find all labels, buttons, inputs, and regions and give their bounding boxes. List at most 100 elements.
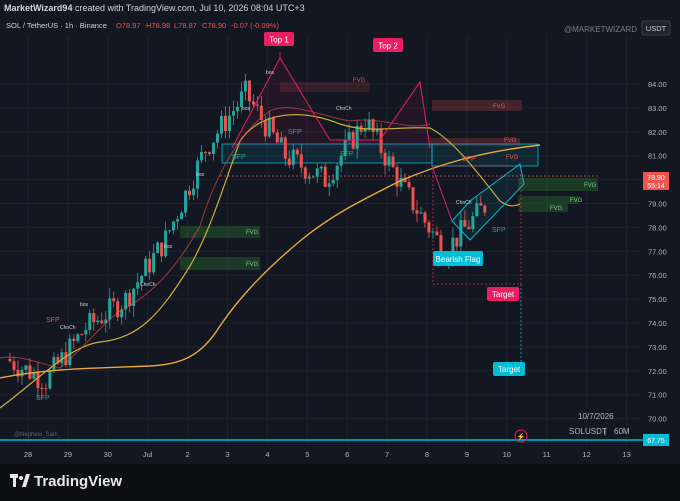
fvg-zone-red-1 xyxy=(432,100,522,111)
price-chart[interactable]: 84.0083.0082.0081.0080.0079.0078.0077.00… xyxy=(0,16,680,464)
candle-body xyxy=(335,165,339,181)
candle-body xyxy=(243,80,247,92)
candle-body xyxy=(427,222,431,233)
created-text: created with TradingView.com, Jul 10, 20… xyxy=(74,3,305,13)
price-tick-label: 74.00 xyxy=(648,319,667,328)
candle-body xyxy=(295,149,299,155)
candle-body xyxy=(52,357,56,371)
candle-body xyxy=(116,301,120,318)
candle-body xyxy=(112,298,116,302)
candle-body xyxy=(208,152,211,154)
candle-body xyxy=(315,168,319,177)
event-icon-glyph: ⚡ xyxy=(517,432,526,441)
candle-body xyxy=(339,155,343,166)
target1-badge xyxy=(487,287,519,301)
candle-body xyxy=(455,237,459,247)
time-tick-label: 11 xyxy=(543,450,551,459)
sfp-label-6: SFP xyxy=(462,156,476,163)
candle-body xyxy=(72,338,76,341)
candle-body xyxy=(271,117,275,133)
symbol-info[interactable]: SOL / TetherUS · 1h · Binance O78.97 H78… xyxy=(6,21,279,30)
candle-body xyxy=(80,334,84,336)
sfp-label-4: SFP xyxy=(288,129,302,136)
candle-body xyxy=(467,226,471,230)
bearish-flag-badge xyxy=(433,251,483,266)
price-tick-label: 75.00 xyxy=(648,295,667,304)
tradingview-logo[interactable]: TradingView xyxy=(10,473,122,490)
candle-body xyxy=(239,91,243,107)
ema-slow-line xyxy=(0,144,541,379)
price-axis[interactable]: 84.0083.0082.0081.0080.0079.0078.0077.00… xyxy=(648,80,667,464)
time-tick-label: Jul xyxy=(143,450,153,459)
candle-body xyxy=(32,372,36,379)
time-tick-label: 3 xyxy=(225,450,229,459)
fvg-label-7: FVG xyxy=(584,183,597,189)
candle-body xyxy=(128,292,132,307)
fvg-label-4: FVG xyxy=(506,155,519,161)
candle-body xyxy=(311,176,315,178)
candle-body xyxy=(303,167,307,179)
target-box xyxy=(432,165,522,285)
fvg-label-6: FVG xyxy=(246,262,259,268)
stamp-timeframe: 60M xyxy=(614,427,630,436)
candle-body xyxy=(120,309,124,318)
time-tick-label: 28 xyxy=(24,450,32,459)
candle-body xyxy=(387,156,391,166)
candle-body xyxy=(56,357,60,364)
fvg-zone-red-3 xyxy=(280,82,370,92)
bearish-flag-channel xyxy=(431,163,525,241)
top2-badge xyxy=(373,38,403,52)
currency-badge[interactable] xyxy=(641,20,671,36)
candle-body xyxy=(475,203,479,217)
price-tick-label: 71.00 xyxy=(648,391,667,400)
candle-body xyxy=(267,117,271,137)
candle-body xyxy=(76,334,80,341)
candle-body xyxy=(451,237,455,258)
double-top-outline xyxy=(231,56,431,149)
tradingview-logo-icon xyxy=(10,474,30,488)
ohlc-change: -0.07 (-0.09%) xyxy=(231,21,279,30)
candle-body xyxy=(20,369,24,377)
chart-header: MarketWizard94 created with TradingView.… xyxy=(0,0,680,16)
candle-body xyxy=(223,115,227,132)
candle-body xyxy=(419,212,423,214)
ohlc-low: L78.87 xyxy=(174,21,197,30)
candle-body xyxy=(68,338,72,366)
ohlc-high: H78.98 xyxy=(146,21,170,30)
flag-channel xyxy=(451,163,525,241)
price-tick-label: 79.00 xyxy=(648,200,667,209)
fvg-zone-green-2 xyxy=(180,257,260,270)
candle-body xyxy=(176,219,180,222)
footer: TradingView xyxy=(0,464,680,501)
double-top-pattern xyxy=(231,52,431,149)
candle-body xyxy=(383,152,387,166)
candle-body xyxy=(307,176,311,179)
candle-body xyxy=(471,216,475,230)
candle-body xyxy=(323,166,327,187)
bottom-price-value: 67.75 xyxy=(647,438,665,445)
time-axis[interactable]: 28 29 30 Jul 2 3 4 5 6 7 8 9 10 11 12 13 xyxy=(24,450,631,459)
stamp-separator: | xyxy=(604,427,606,436)
time-tick-label: 30 xyxy=(104,450,112,459)
candles xyxy=(8,73,487,399)
candle-body xyxy=(379,129,383,153)
sfp-label-3: SFP xyxy=(232,154,246,161)
candle-body xyxy=(479,203,483,206)
tradingview-logo-text: TradingView xyxy=(34,473,123,490)
candle-body xyxy=(463,220,467,227)
fvg-label-5: FVG xyxy=(246,230,259,236)
fvg-zone-green-4 xyxy=(518,196,578,204)
candle-body xyxy=(423,212,427,223)
bearish-flag-label: Bearish Flag xyxy=(436,255,481,264)
flag-pole xyxy=(431,165,453,222)
candle-body xyxy=(251,101,255,105)
candle-body xyxy=(343,139,347,156)
event-icon[interactable] xyxy=(514,429,528,443)
target2-label: Target xyxy=(498,365,521,374)
time-tick-label: 7 xyxy=(385,450,389,459)
time-tick-label: 2 xyxy=(186,450,190,459)
candle-body xyxy=(319,166,323,169)
time-tick-label: 8 xyxy=(425,450,429,459)
time-tick-label: 13 xyxy=(622,450,630,459)
candle-body xyxy=(204,151,208,153)
